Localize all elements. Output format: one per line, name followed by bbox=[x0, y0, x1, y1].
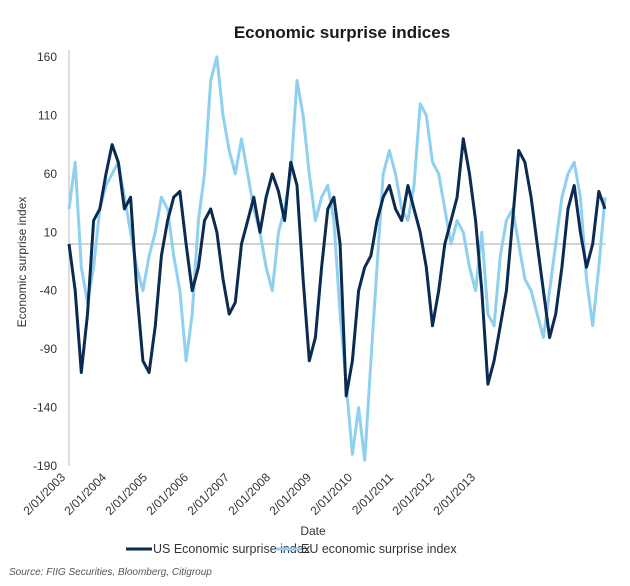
x-tick-label: 2/01/2003 bbox=[20, 470, 68, 518]
y-tick-label: -40 bbox=[40, 284, 58, 298]
y-tick-label: -190 bbox=[33, 459, 57, 473]
chart-title: Economic surprise indices bbox=[234, 23, 450, 42]
x-tick-label: 2/01/2009 bbox=[266, 470, 314, 518]
series-group bbox=[67, 55, 607, 462]
y-tick-label: -90 bbox=[40, 342, 58, 356]
y-axis-ticks: 160 110 60 10 -40 -90 -140 -190 bbox=[33, 50, 57, 473]
y-axis-label: Economic surprise index bbox=[15, 197, 29, 328]
source-note: Source: FIIG Securities, Bloomberg, Citi… bbox=[9, 567, 212, 578]
x-tick-label: 2/01/2012 bbox=[389, 470, 437, 518]
eu-surprise-series-line bbox=[67, 55, 607, 462]
y-tick-label: -140 bbox=[33, 401, 57, 415]
y-tick-label: 10 bbox=[44, 225, 58, 239]
legend: US Economic surprise index EU economic s… bbox=[126, 542, 457, 556]
legend-label-us: US Economic surprise index bbox=[153, 542, 311, 556]
legend-label-eu: EU economic surprise index bbox=[301, 542, 457, 556]
x-tick-label: 2/01/2008 bbox=[225, 470, 273, 518]
x-axis-label: Date bbox=[300, 524, 326, 538]
x-tick-label: 2/01/2005 bbox=[102, 470, 150, 518]
y-tick-label: 60 bbox=[44, 167, 58, 181]
x-tick-label: 2/01/2010 bbox=[307, 470, 355, 518]
x-tick-label: 2/01/2013 bbox=[430, 470, 478, 518]
x-tick-label: 2/01/2007 bbox=[184, 470, 232, 518]
x-tick-label: 2/01/2011 bbox=[349, 470, 396, 517]
x-tick-label: 2/01/2006 bbox=[143, 470, 191, 518]
x-tick-label: 2/01/2004 bbox=[61, 470, 109, 518]
y-tick-label: 160 bbox=[37, 50, 57, 64]
x-axis-ticks: 2/01/20032/01/20042/01/20052/01/20062/01… bbox=[20, 470, 478, 518]
us-surprise-series-line bbox=[67, 137, 607, 398]
y-tick-label: 110 bbox=[38, 108, 57, 122]
